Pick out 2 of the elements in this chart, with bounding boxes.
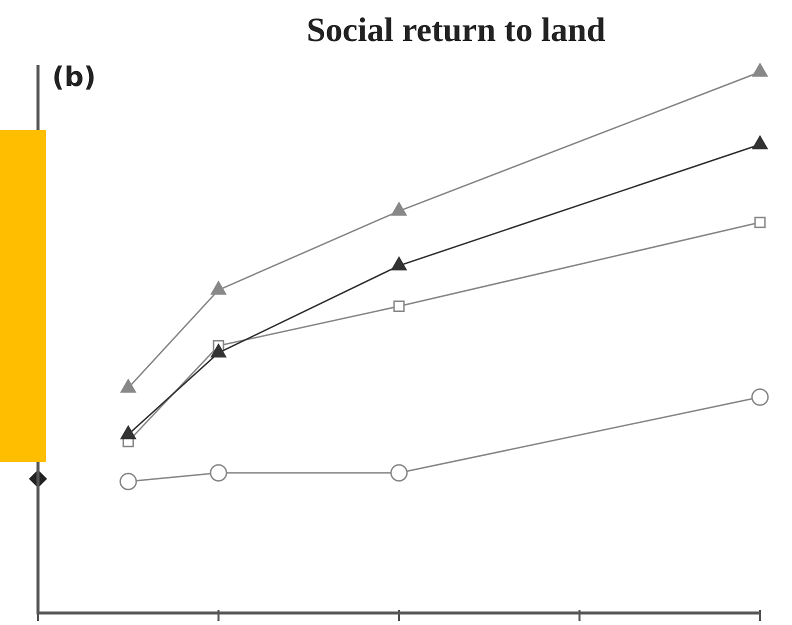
annotation: (b) [52,62,96,94]
chart-title: Social return to land [306,12,606,49]
